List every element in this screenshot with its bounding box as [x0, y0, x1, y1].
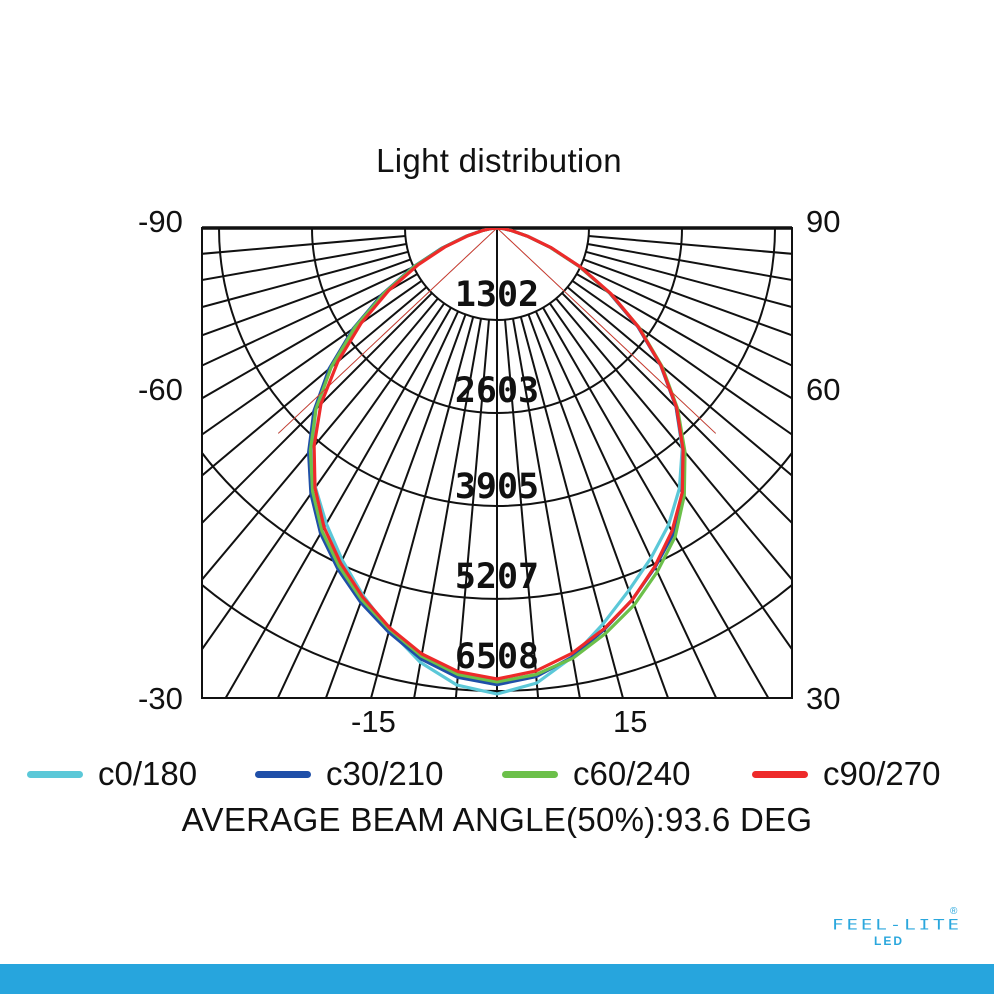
legend-swatch-icon — [502, 770, 558, 778]
legend-label: c30/210 — [326, 755, 444, 792]
ring-labels: 1302 2603 3905 5207 6508 — [455, 275, 539, 677]
legend-label: c0/180 — [98, 755, 198, 792]
axis-label-left-bottom: -30 — [138, 681, 183, 716]
legend-swatch-icon — [255, 770, 311, 778]
svg-text:2603: 2603 — [455, 371, 539, 411]
legend-swatch-icon — [752, 770, 808, 778]
legend-label: c60/240 — [573, 755, 691, 792]
svg-text:3905: 3905 — [455, 467, 539, 507]
svg-text:6508: 6508 — [455, 637, 539, 677]
legend-item-c60: c60/240 — [502, 752, 690, 796]
svg-text:5207: 5207 — [455, 557, 539, 597]
axis-label-bottom-right: 15 — [613, 704, 648, 739]
legend-swatch-icon — [27, 770, 83, 778]
legend-item-c90: c90/270 — [752, 752, 940, 796]
polar-grid — [202, 228, 792, 698]
chart-title: Light distribution — [376, 142, 622, 179]
axis-label-left-top: -90 — [138, 204, 183, 239]
logo-text: FEEL-LITE — [832, 916, 962, 934]
svg-text:1302: 1302 — [455, 275, 539, 315]
logo-subtext: LED — [874, 934, 904, 948]
axis-label-bottom-left: -15 — [351, 704, 396, 739]
beam-angle-text: AVERAGE BEAM ANGLE(50%):93.6 DEG — [181, 801, 813, 838]
footer-bar — [0, 964, 994, 994]
axis-label-right-bottom: 30 — [806, 681, 841, 716]
axis-label-right-top: 90 — [806, 204, 841, 239]
registered-icon: ® — [950, 906, 958, 917]
legend-label: c90/270 — [823, 755, 941, 792]
legend-item-c30: c30/210 — [255, 752, 443, 796]
axis-label-right-mid: 60 — [806, 372, 841, 407]
distribution-curves — [278, 228, 716, 696]
axis-label-left-mid: -60 — [138, 372, 183, 407]
legend-item-c0: c0/180 — [27, 752, 197, 796]
legend: c0/180 c30/210 c60/240 c90/270 — [0, 752, 994, 796]
brand-logo: FEEL-LITE LED ® — [826, 906, 966, 956]
